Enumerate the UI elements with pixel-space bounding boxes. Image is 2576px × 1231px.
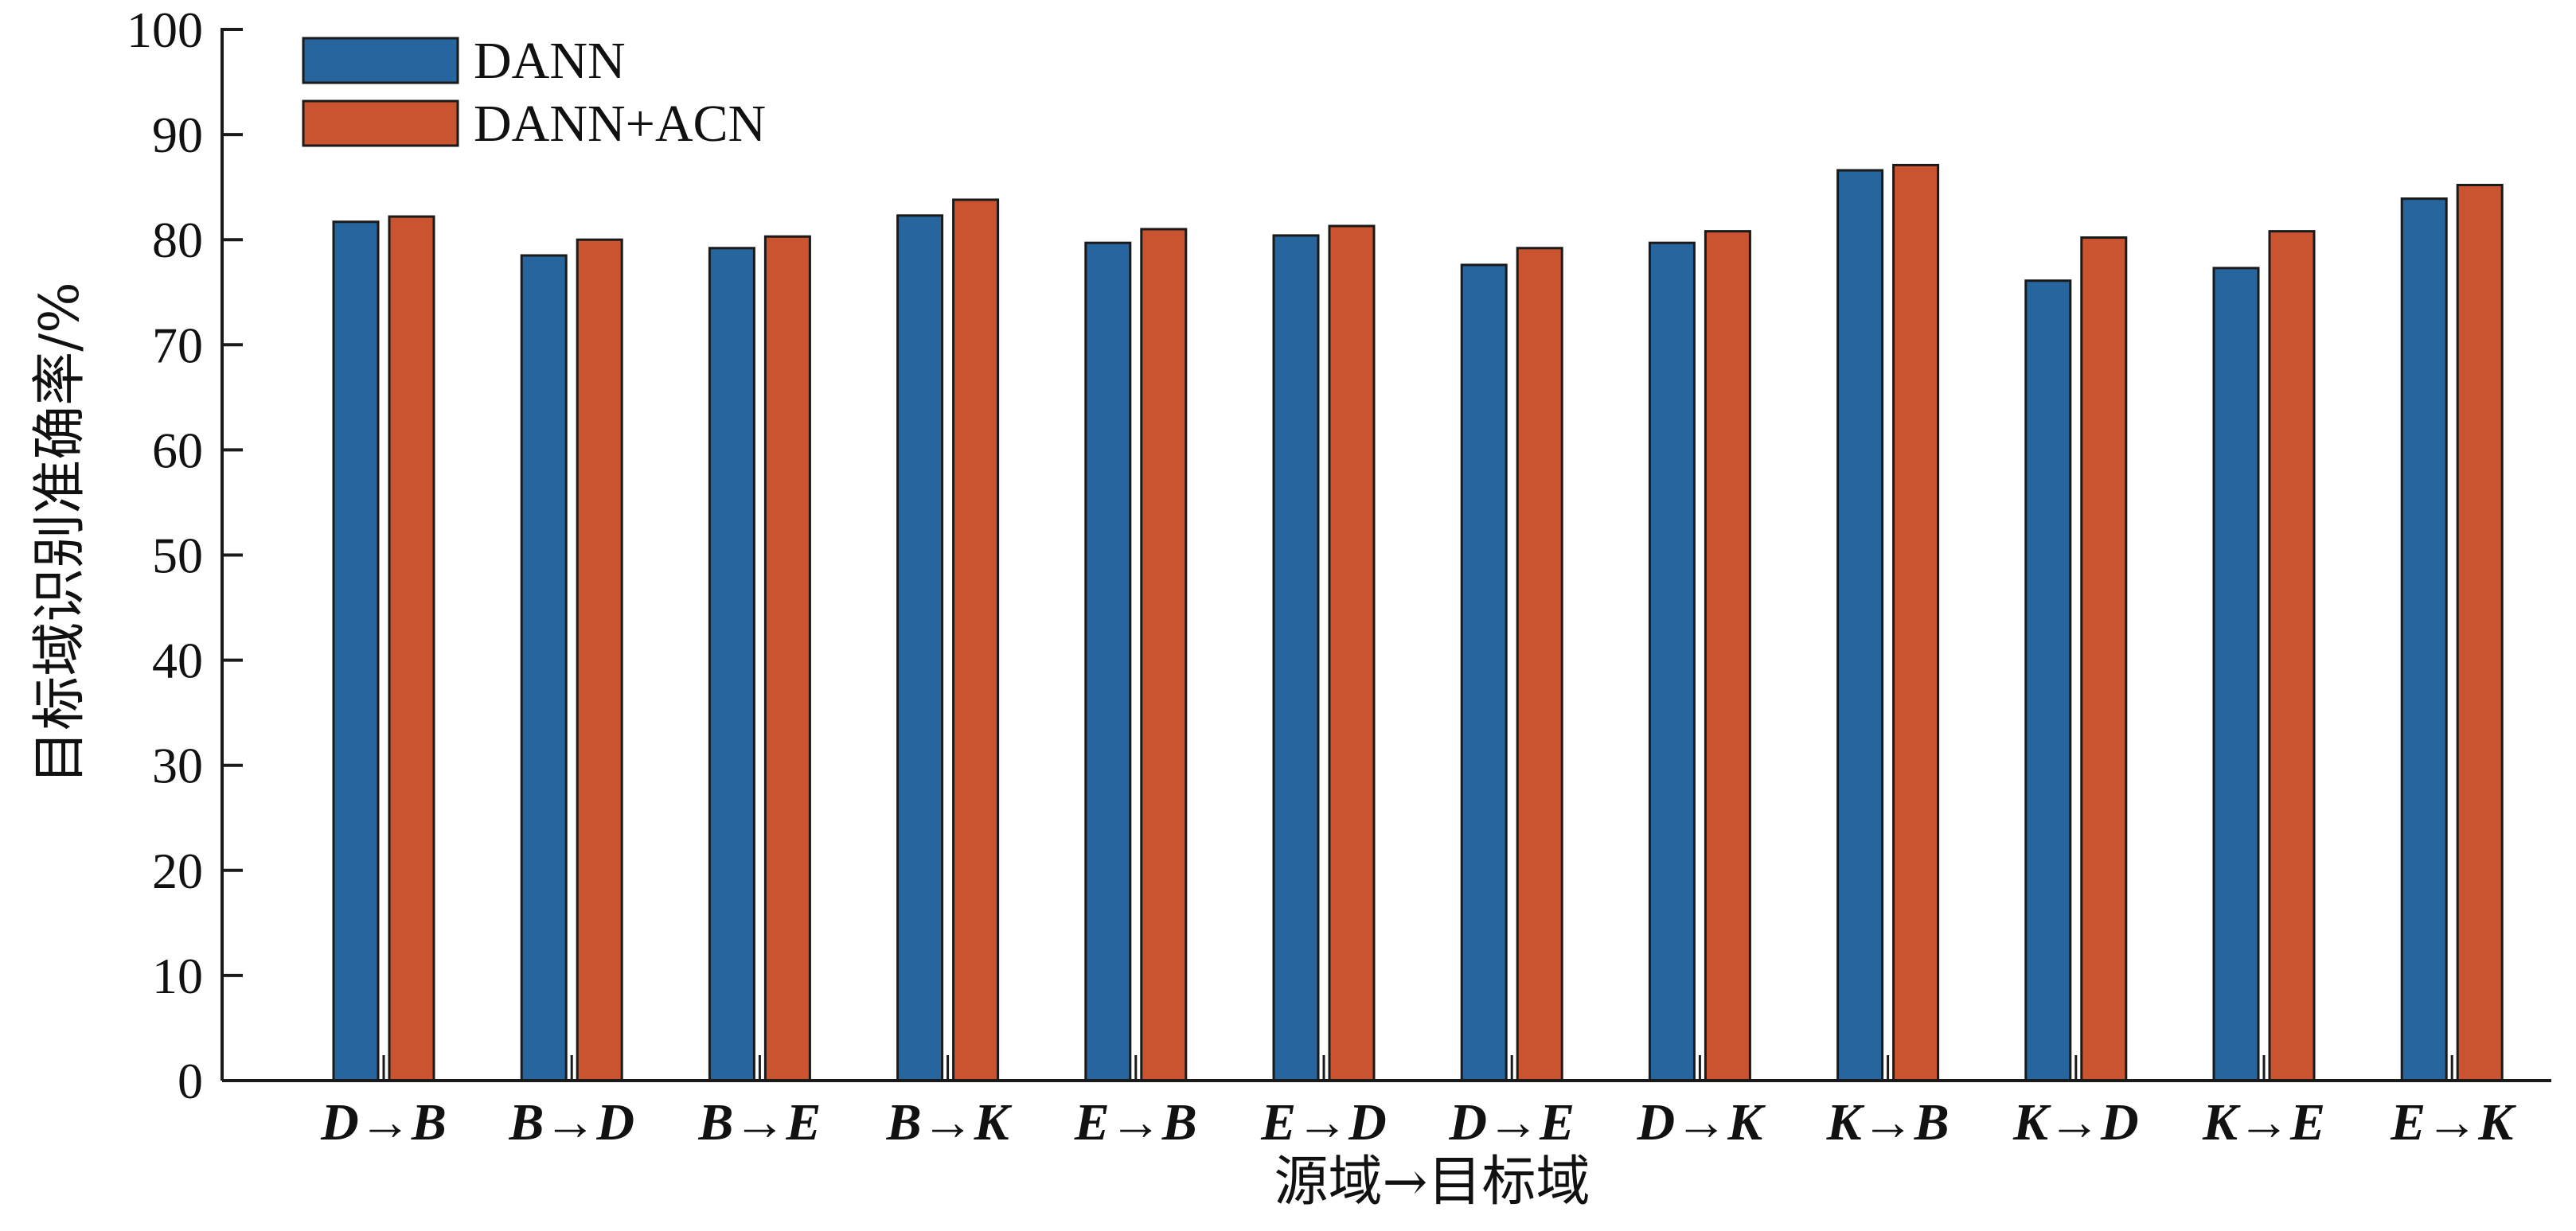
legend-label-dann: DANN bbox=[474, 32, 626, 90]
bar-dann-7 bbox=[1648, 241, 1696, 1082]
y-tick-label-0: 0 bbox=[178, 1053, 203, 1109]
x-tick-label-1: B→D bbox=[508, 1093, 634, 1151]
bar-dann-9 bbox=[2024, 279, 2072, 1082]
x-tick-label-6: D→E bbox=[1448, 1093, 1575, 1151]
y-tick-label-8: 80 bbox=[152, 212, 203, 268]
bar-dann-acn-1 bbox=[576, 238, 623, 1082]
y-tick-label-10: 100 bbox=[127, 2, 203, 58]
bar-dann-acn-7 bbox=[1704, 230, 1751, 1082]
legend-label-dann-acn: DANN+ACN bbox=[474, 95, 766, 153]
x-tick-label-10: K→E bbox=[2202, 1093, 2325, 1151]
y-tick-label-7: 70 bbox=[152, 317, 203, 373]
y-tick-label-1: 10 bbox=[152, 948, 203, 1004]
bar-dann-8 bbox=[1836, 169, 1884, 1082]
bar-dann-acn-10 bbox=[2268, 230, 2316, 1082]
y-tick-label-4: 40 bbox=[152, 633, 203, 689]
y-ticks-layer: 0 10 20 30 40 50 60 70 80 90 100 bbox=[127, 2, 243, 1109]
x-tick-label-0: D→B bbox=[320, 1093, 447, 1151]
bar-dann-0 bbox=[332, 220, 380, 1082]
x-tick-label-2: B→E bbox=[697, 1093, 821, 1151]
x-tick-label-4: E→B bbox=[1074, 1093, 1197, 1151]
x-tick-label-3: B→K bbox=[886, 1093, 1013, 1151]
bar-dann-acn-11 bbox=[2456, 184, 2504, 1082]
x-tick-label-7: D→K bbox=[1637, 1093, 1766, 1151]
bar-dann-acn-2 bbox=[763, 235, 811, 1082]
y-tick-label-2: 20 bbox=[152, 843, 203, 899]
y-tick-label-9: 90 bbox=[152, 107, 203, 163]
axes-layer bbox=[221, 28, 2551, 1082]
bar-dann-acn-9 bbox=[2080, 236, 2128, 1082]
bars-layer bbox=[332, 163, 2504, 1082]
bar-dann-acn-8 bbox=[1892, 163, 1940, 1082]
bar-dann-4 bbox=[1084, 241, 1132, 1082]
bar-dann-acn-3 bbox=[952, 198, 1000, 1082]
y-tick-label-3: 30 bbox=[152, 738, 203, 794]
y-axis-title: 目标域识别准确率/% bbox=[29, 282, 92, 785]
x-tick-label-5: E→D bbox=[1260, 1093, 1387, 1151]
legend-swatch-dann bbox=[302, 37, 459, 84]
bar-dann-acn-0 bbox=[388, 215, 435, 1082]
bar-dann-5 bbox=[1272, 234, 1320, 1082]
bar-dann-2 bbox=[708, 247, 755, 1082]
bar-dann-3 bbox=[896, 214, 944, 1082]
x-axis-title: 源域→目标域 bbox=[1274, 1151, 1590, 1213]
legend-swatch-dann-acn bbox=[302, 99, 459, 147]
bar-dann-1 bbox=[520, 254, 568, 1082]
bar-dann-6 bbox=[1460, 263, 1508, 1082]
y-tick-label-5: 50 bbox=[152, 528, 203, 584]
y-tick-label-6: 60 bbox=[152, 422, 203, 478]
bar-dann-10 bbox=[2212, 267, 2260, 1082]
bar-dann-acn-4 bbox=[1140, 228, 1188, 1082]
x-categories-layer: D→B B→D B→E B→K E→B E→D D→E D→K K→B K→D K→E E→K bbox=[320, 1093, 2516, 1151]
bar-dann-acn-6 bbox=[1516, 247, 1563, 1082]
x-tick-label-9: K→D bbox=[2012, 1093, 2139, 1151]
bar-dann-11 bbox=[2400, 197, 2448, 1082]
bar-dann-acn-5 bbox=[1328, 224, 1376, 1082]
x-tick-label-8: K→B bbox=[1826, 1093, 1950, 1151]
x-tick-label-11: E→K bbox=[2390, 1093, 2516, 1151]
